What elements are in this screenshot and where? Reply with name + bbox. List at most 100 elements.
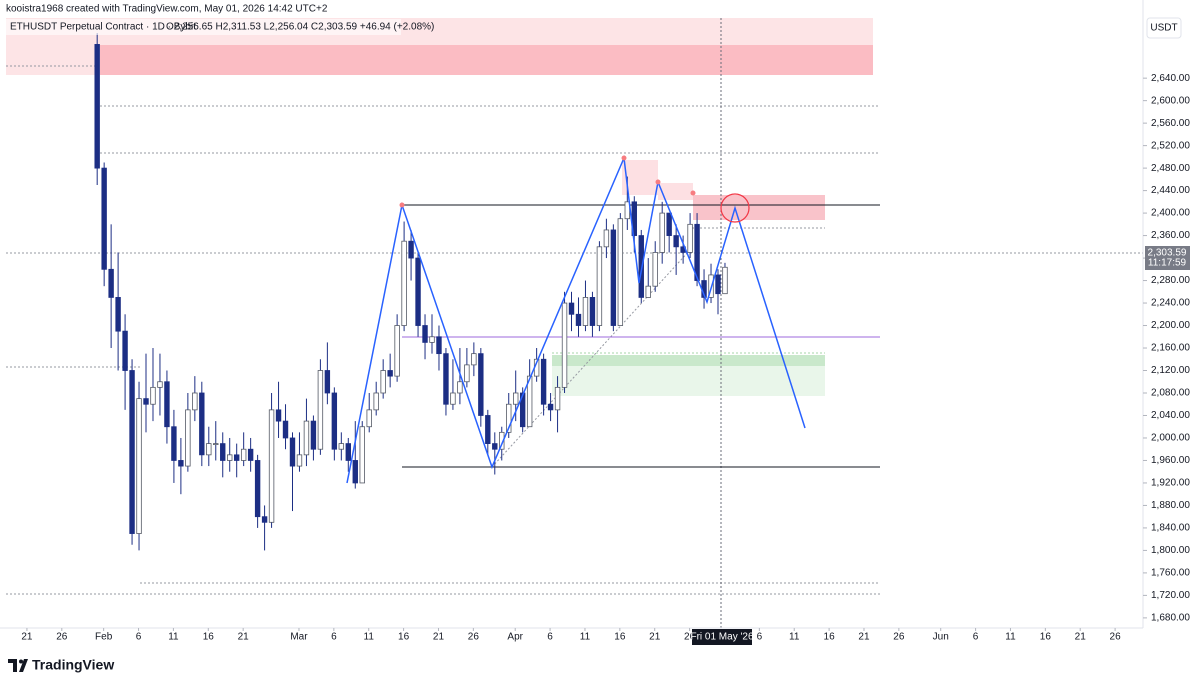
y-tick-label: 1,880.00 [1151,500,1190,511]
candle-body [519,392,526,428]
x-tick-label: 6 [547,632,553,643]
x-tick-label: 6 [973,632,979,643]
candle-body [596,246,603,326]
candle-body [673,235,679,248]
price-tag-countdown: 11:17:59 [1148,258,1187,269]
target-circle [720,193,750,223]
x-axis: 21 26 Feb 6 11 16 21 Mar 6 11 16 21 26 Apr 6 11 16 21 26 6 1… [21,628,1121,643]
candle-body [345,443,351,461]
pattern [346,155,806,484]
pivot-dot [690,190,696,196]
candle-body [359,426,365,484]
x-tick-label: 6 [136,632,142,643]
candle-body [464,364,470,383]
x-tick-label: 6 [331,632,337,643]
legend-bg [6,19,401,35]
candle-body [513,392,519,405]
pivot-dot [399,202,405,208]
candle-body [254,460,261,518]
candle-body [394,325,400,377]
candle-body [561,302,568,388]
y-tick-label: 2,280.00 [1151,275,1190,286]
candle-body [268,409,275,523]
x-tick-label: 26 [684,632,696,643]
y-tick-label: 2,000.00 [1151,433,1190,444]
supply-zone-core [100,45,873,75]
candle-body [422,325,428,343]
y-tick-label: 2,240.00 [1151,298,1190,309]
candle-body [485,415,491,444]
logo-mark [8,659,28,672]
candle-body [694,223,700,281]
x-tick-label: 26 [468,632,480,643]
candle-body [471,353,477,366]
y-tick-label: 2,200.00 [1151,320,1190,331]
price-tag-value: 2,303.59 [1148,248,1187,259]
candle-body [492,443,498,450]
currency-button[interactable] [1146,17,1182,39]
x-tick-label: 11 [168,632,179,643]
candle-body [261,516,268,523]
y-tick-label: 2,040.00 [1151,410,1190,421]
x-tick-label: 16 [614,632,626,643]
credit: kooistra1968 created with TradingView.co… [6,4,328,15]
candle-body [589,297,596,326]
ohlc: O2,256.65 H2,311.53 L2,256.04 C2,303.59 … [166,22,434,33]
y-tick-label: 2,400.00 [1151,208,1190,219]
x-tick-label: 21 [238,632,250,643]
x-tick-label: 26 [56,632,68,643]
price-tag [1145,246,1190,270]
candle-body [687,223,693,253]
candle-body [324,370,331,394]
candle-body [352,460,358,484]
y-tick-label: 1,680.00 [1151,613,1190,624]
logo-dot [19,659,23,664]
candle-body [401,240,407,326]
pivot-dot [621,155,627,161]
x-tick-label: Feb [95,632,113,643]
candle-body [617,218,624,326]
candle-body [122,330,128,371]
y-tick-label: 2,520.00 [1151,140,1190,151]
x-tick-label: 21 [21,632,33,643]
x-tick-label: Jun [933,632,949,643]
candle-body [310,420,317,450]
candle-body [129,370,135,534]
candle-body [506,403,512,433]
candle-body [540,358,547,405]
candle-body [115,297,121,332]
x-tick-label: 11 [789,632,800,643]
candle-body [206,443,212,456]
candle-body [652,252,658,287]
candle-body [715,274,721,295]
y-tick-label: 2,640.00 [1151,73,1190,84]
candle-body [429,336,435,343]
x-tick-label: 21 [433,632,445,643]
candle-body [233,454,240,461]
y-tick-label: 2,360.00 [1151,230,1190,241]
x-tick-label: 21 [649,632,661,643]
candle-body [192,392,198,411]
candle-body [317,370,324,450]
candle-body [171,426,177,461]
candle-body [638,235,644,298]
x-tick-label: 16 [203,632,215,643]
candle-body [227,454,233,461]
candle-body [575,313,582,326]
y-tick-label: 2,120.00 [1151,365,1190,376]
candle-body [450,392,456,405]
demand-zone-core [552,355,825,366]
symbol-title: ETHUSDT Perpetual Contract · 1D · Bybit [10,22,196,33]
candle-body [296,454,303,467]
candle-body [380,370,386,394]
candle-body [436,336,442,355]
y-tick-label: 2,600.00 [1151,95,1190,106]
y-tick-label: 1,960.00 [1151,455,1190,466]
candle-body [108,268,114,298]
candle-body [101,167,107,270]
x-tick-label: 11 [364,632,375,643]
currency[interactable]: USDT [1150,23,1177,34]
candle-body [443,353,449,405]
y-tick-label: 2,480.00 [1151,163,1190,174]
